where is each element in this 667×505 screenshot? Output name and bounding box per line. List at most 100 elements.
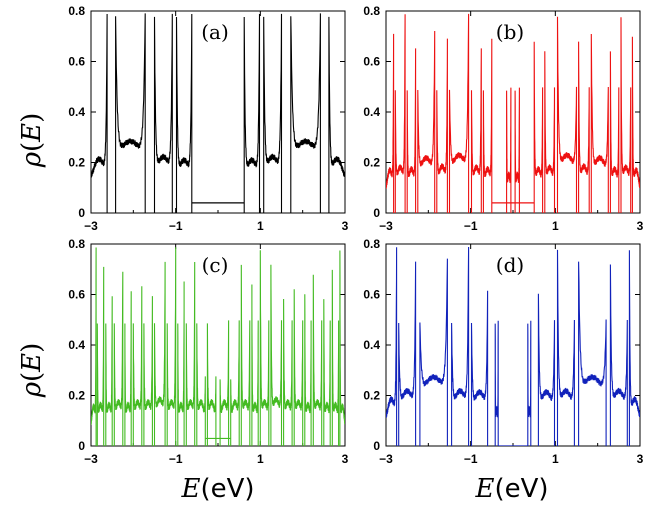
y-tick-label: 0.8 <box>68 237 85 251</box>
x-tick-label: −1 <box>169 219 183 233</box>
y-tick-label: 0.6 <box>363 55 380 69</box>
dos-band-path <box>263 13 283 213</box>
y-tick-label: 0.8 <box>363 4 380 18</box>
y-tick-label: 0 <box>373 439 380 453</box>
dos-band-path <box>153 13 173 213</box>
dos-band-path <box>230 320 240 446</box>
y-tick-label: 0.6 <box>363 288 380 302</box>
y-tick-label: 0.6 <box>68 288 85 302</box>
dos-band-path <box>609 51 620 213</box>
dos-band-path <box>417 30 436 213</box>
x-tick-label: 3 <box>342 452 349 466</box>
dos-band-path <box>339 250 345 446</box>
panel-label: (d) <box>496 253 524 277</box>
x-tick-label: −1 <box>464 452 478 466</box>
dos-band-path <box>398 261 417 446</box>
dos-band-path <box>91 13 108 213</box>
dos-band-path <box>185 261 196 446</box>
x-tick-label: 1 <box>257 219 264 233</box>
x-tick-label: 3 <box>637 452 644 466</box>
dos-band-path <box>270 264 283 446</box>
panel-b: 0 0.2 0.4 0.6 0.8 −3 −1 1 3 (b) <box>363 4 643 233</box>
y-tick-label: 0.2 <box>68 389 85 403</box>
dos-band-path <box>470 290 489 446</box>
panel-label: (b) <box>496 20 524 44</box>
x-tick-label: −3 <box>379 219 393 233</box>
y-tick-label: 0.8 <box>363 237 380 251</box>
dos-band-path <box>132 286 143 446</box>
dos-band-path <box>514 87 520 213</box>
y-axis-title-bottom: ρ(E) <box>17 343 47 399</box>
dos-band-path <box>328 16 345 213</box>
dos-band-path <box>631 36 640 213</box>
panel-label: (c) <box>202 253 229 277</box>
panel-label: (a) <box>201 20 229 44</box>
dos-band-path <box>251 284 259 446</box>
dos-band-path <box>312 274 323 446</box>
y-tick-label: 0 <box>78 206 85 220</box>
dos-band-path <box>578 261 607 446</box>
dos-band-path <box>533 41 544 213</box>
dos-series <box>91 13 345 213</box>
x-tick-label: −1 <box>464 219 478 233</box>
dos-band-path <box>527 320 532 446</box>
dos-band-path <box>494 320 499 446</box>
x-tick-label: −3 <box>84 219 98 233</box>
dos-band-path <box>386 247 398 446</box>
dos-series <box>386 13 640 213</box>
dos-band-path <box>243 13 261 213</box>
dos-band-path <box>323 299 331 446</box>
x-axis-title-left: E(eV) <box>180 474 254 504</box>
x-tick-label: 3 <box>342 219 349 233</box>
dos-band-path <box>293 289 304 446</box>
y-tick-label: 0.2 <box>68 156 85 170</box>
x-tick-label: −1 <box>169 452 183 466</box>
y-axis-title-top: ρ(E) <box>17 113 47 169</box>
y-tick-label: 0.4 <box>363 105 380 119</box>
dos-band-path <box>177 281 185 446</box>
y-tick-label: 0 <box>78 439 85 453</box>
panel-c: 0 0.2 0.4 0.6 0.8 −3 −1 1 3 (c) <box>68 237 348 466</box>
y-tick-label: 0.4 <box>68 338 85 352</box>
dos-band-path <box>91 247 97 446</box>
x-axis-title-right: E(eV) <box>474 474 548 504</box>
dos-band-path <box>386 33 395 213</box>
dos-band-path <box>628 250 640 446</box>
dos-band-path <box>259 250 270 446</box>
panel-a: 0 0.2 0.4 0.6 0.8 −3 −1 1 3 (a) <box>68 4 348 233</box>
dos-series <box>91 247 345 446</box>
y-tick-label: 0.2 <box>363 156 380 170</box>
dos-band-path <box>556 249 575 446</box>
dos-band-path <box>304 294 312 446</box>
dos-band-path <box>556 16 578 213</box>
dos-series <box>386 246 640 446</box>
dos-band-path <box>153 261 166 446</box>
dos-band-path <box>219 320 230 446</box>
dos-band-path <box>578 41 590 213</box>
x-tick-label: 1 <box>552 219 559 233</box>
dos-band-path <box>331 269 340 446</box>
dos-band-path <box>240 264 251 446</box>
panel-d: 0 0.2 0.4 0.6 0.8 −3 −1 1 3 (d) <box>363 237 643 466</box>
dos-band-path <box>482 38 493 213</box>
dos-band-path <box>166 247 177 446</box>
dos-band-path <box>105 296 113 446</box>
dos-band-path <box>544 51 556 213</box>
dos-band-path <box>609 264 628 446</box>
dos-band-path <box>124 291 132 446</box>
dos-band-path <box>406 48 417 213</box>
dos-band-path <box>620 17 632 213</box>
dos-band-path <box>451 246 470 446</box>
dos-band-path <box>590 33 609 213</box>
y-tick-label: 0.6 <box>68 55 85 69</box>
x-tick-label: 3 <box>637 219 644 233</box>
dos-band-path <box>283 298 293 446</box>
y-tick-label: 0.2 <box>363 389 380 403</box>
dos-band-path <box>470 48 482 213</box>
x-tick-label: 1 <box>552 452 559 466</box>
dos-band-path <box>506 87 512 213</box>
dos-band-path <box>419 258 448 446</box>
dos-band-path <box>175 13 193 213</box>
